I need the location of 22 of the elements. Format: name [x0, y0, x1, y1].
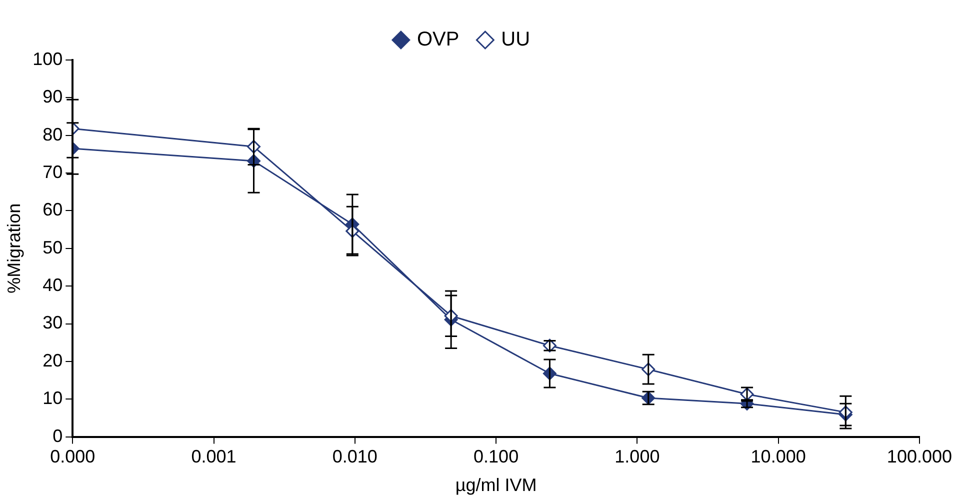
x-tick-label: 10.000: [750, 446, 806, 467]
y-tick-label: 50: [42, 237, 63, 258]
x-tick-label: 0.000: [50, 446, 96, 467]
x-tick-label: 0.001: [191, 446, 236, 467]
x-tick-label: 0.100: [474, 446, 519, 467]
y-tick-label: 80: [42, 124, 63, 144]
legend-label: UU: [501, 28, 530, 51]
y-tick-label: 0: [52, 426, 63, 446]
y-tick-label: 60: [42, 200, 63, 220]
y-tick-label: 70: [42, 162, 63, 182]
y-tick-label: 10: [42, 388, 63, 408]
x-tick-label: 1.000: [614, 446, 660, 467]
x-tick-label: 0.010: [332, 446, 378, 467]
legend-label: OVP: [416, 28, 460, 51]
y-tick-label: 20: [42, 350, 63, 370]
y-tick-label: 90: [42, 86, 63, 107]
y-tick-label: 40: [42, 275, 63, 296]
y-tick-label: 30: [42, 312, 63, 333]
x-axis-title: µg/ml IVM: [455, 475, 537, 496]
y-tick-label: 100: [32, 48, 63, 69]
x-tick-label: 100.000: [886, 446, 952, 467]
y-axis-title: %Migration: [4, 203, 24, 294]
